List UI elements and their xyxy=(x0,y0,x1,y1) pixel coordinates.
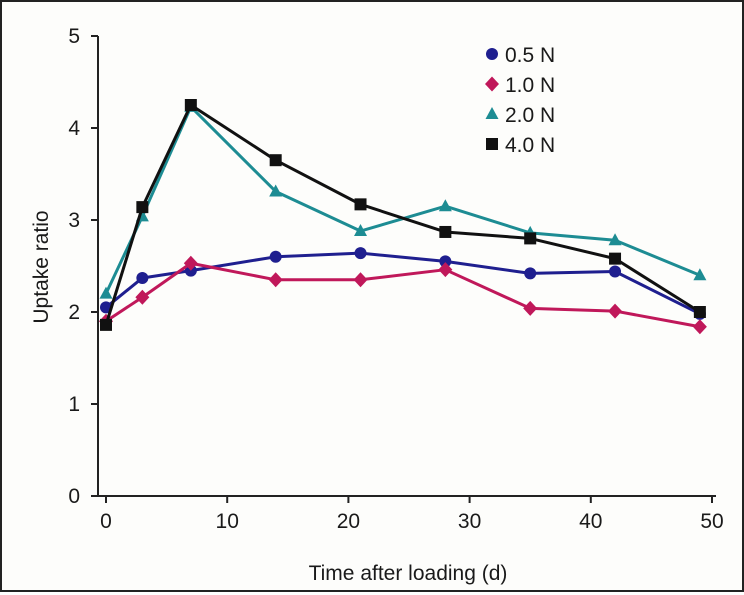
data-point xyxy=(354,224,368,237)
legend-marker xyxy=(486,48,498,60)
y-tick-label: 2 xyxy=(68,301,80,324)
data-point xyxy=(353,272,368,288)
data-point xyxy=(135,289,150,305)
y-tick-label: 0 xyxy=(68,485,80,508)
legend-marker xyxy=(486,138,498,150)
data-point xyxy=(439,225,452,238)
series-group xyxy=(99,99,707,335)
series-1-0-n xyxy=(99,255,707,335)
x-tick-label: 40 xyxy=(579,510,602,533)
legend-label: 2.0 N xyxy=(505,104,555,127)
x-tick-label: 30 xyxy=(458,510,481,533)
data-point xyxy=(269,184,283,197)
legend-item: 2.0 N xyxy=(485,104,555,127)
data-point xyxy=(524,232,537,245)
data-point xyxy=(99,286,113,299)
data-point xyxy=(269,154,282,167)
legend-marker xyxy=(485,107,499,119)
y-tick-label: 3 xyxy=(68,209,80,232)
data-point xyxy=(354,198,367,211)
data-point xyxy=(693,268,707,281)
data-point xyxy=(268,272,283,288)
x-tick-label: 50 xyxy=(700,510,723,533)
data-point xyxy=(183,255,198,271)
data-point xyxy=(136,271,149,284)
data-point xyxy=(524,267,537,280)
data-point xyxy=(438,262,453,278)
data-point xyxy=(354,247,367,260)
data-point xyxy=(692,319,707,335)
legend-label: 0.5 N xyxy=(505,44,555,67)
legend-item: 1.0 N xyxy=(485,74,555,97)
legend: 0.5 N 1.0 N 2.0 N 4.0 N xyxy=(485,44,555,157)
data-point xyxy=(439,255,452,268)
legend-label: 4.0 N xyxy=(505,134,555,157)
data-point xyxy=(100,318,112,331)
x-axis-label: Time after loading (d) xyxy=(309,562,508,585)
y-tick-label: 5 xyxy=(68,25,80,48)
data-point xyxy=(609,265,622,278)
legend-item: 4.0 N xyxy=(486,134,555,157)
data-point xyxy=(438,199,452,212)
data-point xyxy=(523,300,538,316)
legend-marker xyxy=(485,76,499,92)
legend-label: 1.0 N xyxy=(505,74,555,97)
x-tick-label: 20 xyxy=(337,510,360,533)
y-axis-label: Uptake ratio xyxy=(30,210,53,323)
legend-item: 0.5 N xyxy=(486,44,555,67)
data-point xyxy=(609,252,622,265)
y-tick-label: 4 xyxy=(68,117,80,140)
data-point xyxy=(608,233,622,246)
x-tick-label: 10 xyxy=(216,510,239,533)
data-point xyxy=(608,303,623,319)
data-point xyxy=(136,201,149,214)
series-line xyxy=(104,103,701,326)
x-tick-label: 0 xyxy=(100,510,112,533)
axes: 0 10 20 30 40 50 0 1 2 3 4 5 xyxy=(68,25,723,533)
series-4-0-n xyxy=(100,99,706,331)
data-point xyxy=(693,306,706,318)
data-point xyxy=(184,99,197,111)
y-tick-label: 1 xyxy=(68,393,80,416)
data-point xyxy=(269,250,282,263)
